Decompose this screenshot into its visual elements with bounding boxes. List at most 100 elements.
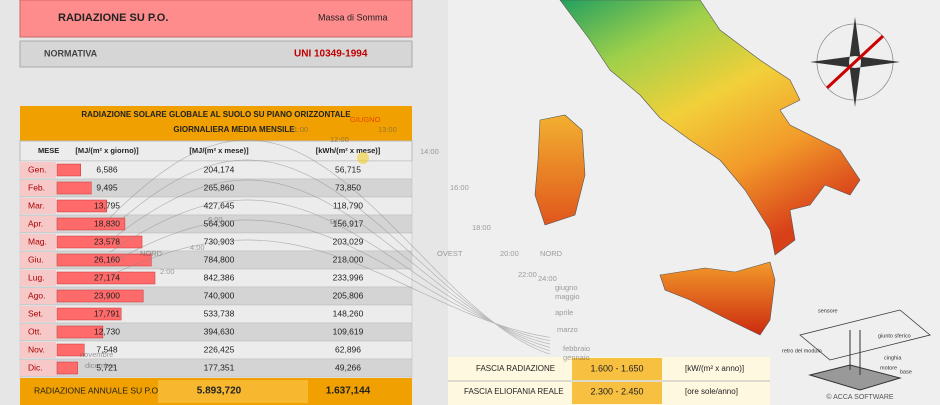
diagram-label: base	[900, 369, 912, 375]
month-cell	[20, 342, 56, 358]
sun-label: novembre	[80, 350, 113, 359]
month-mj: 533,738	[204, 308, 235, 318]
bar	[56, 307, 122, 321]
kwh: 148,260	[333, 308, 364, 318]
rad-cell	[572, 358, 662, 380]
sun-cell	[572, 382, 662, 404]
month: Dic.	[28, 362, 43, 372]
month-cell	[20, 198, 56, 214]
month-cell	[20, 252, 56, 268]
month-cell	[20, 180, 56, 196]
diagram-label: cinghia	[884, 355, 902, 361]
month: Lug.	[28, 272, 45, 282]
day-value: 26,160	[94, 254, 120, 264]
day-value: 12,730	[94, 326, 120, 336]
bar	[56, 289, 144, 303]
sun-curve	[109, 159, 551, 352]
sun-label: FASCIA ELIOFANIA REALE	[464, 387, 564, 396]
total-kwh: 1.637,144	[326, 386, 371, 397]
norm-label: NORMATIVA	[44, 48, 98, 58]
sun	[357, 152, 369, 164]
kwh: 156,917	[333, 218, 364, 228]
kwh: 205,806	[333, 290, 364, 300]
month-mj: 177,351	[204, 362, 235, 372]
month-mj: 265,860	[204, 182, 235, 192]
sun-value: 2.300 - 2.450	[590, 386, 643, 396]
month-mj: 730,903	[204, 236, 235, 246]
sun-label: DIC	[330, 217, 344, 226]
kwh: 203,029	[333, 236, 364, 246]
sun-label: 16:00	[450, 183, 469, 192]
total-cell	[158, 380, 308, 403]
month-cell	[20, 306, 56, 322]
table-title: RADIAZIONE SOLARE GLOBALE AL SUOLO SU PI…	[81, 110, 351, 119]
table-subtitle: GIORNALIERA MEDIA MENSILE	[173, 125, 295, 134]
sun-label: OVEST	[437, 249, 463, 258]
day-value: 7,548	[96, 344, 118, 354]
sun-unit: [ore sole/anno]	[685, 387, 738, 396]
sun-label: dicembre	[85, 361, 116, 370]
day-value: 23,578	[94, 236, 120, 246]
month-mj: 784,800	[204, 254, 235, 264]
bar	[56, 343, 85, 357]
map-peninsula	[559, 0, 861, 256]
bar	[56, 253, 152, 267]
month-cell	[20, 360, 56, 376]
day-value: 23,900	[94, 290, 120, 300]
month: Mar.	[28, 200, 45, 210]
day-value: 17,791	[94, 308, 120, 318]
diagram-label: retro del modulo	[782, 348, 822, 354]
sun-label: 4:00	[190, 243, 205, 252]
tracker-drawing	[799, 309, 931, 391]
copyright: © ACCA SOFTWARE	[826, 393, 893, 401]
kwh: 118,790	[333, 200, 363, 210]
kwh: 233,996	[333, 272, 364, 282]
bar	[56, 163, 82, 177]
rad-unit: [kW/(m² x anno)]	[685, 364, 744, 373]
sun-label: 11:00	[290, 125, 308, 134]
kwh: 56,715	[335, 164, 361, 174]
day-value: 5,721	[96, 362, 118, 372]
table-title-bar	[20, 106, 412, 141]
norm-value: UNI 10349-1994	[294, 49, 368, 60]
month-cell	[20, 288, 56, 304]
month: Ott.	[28, 326, 42, 336]
month-mj: 740,900	[204, 290, 235, 300]
day-value: 18,830	[94, 218, 120, 228]
diagram-label: sensore	[818, 308, 838, 314]
map-sicily	[659, 261, 776, 336]
sun-label: aprile	[555, 308, 573, 317]
month-mj: 226,425	[204, 344, 235, 354]
sun-curve	[109, 139, 551, 355]
norm-bar	[19, 40, 413, 68]
sun-label: 14:00	[420, 147, 439, 156]
month-cell	[20, 234, 56, 250]
column-header: [MJ/(m² x giorno)]	[75, 146, 139, 155]
kwh: 109,619	[333, 326, 364, 336]
day-value: 6,586	[96, 164, 118, 174]
column-header: [MJ/(m² x mese)]	[189, 146, 249, 155]
bar	[56, 325, 104, 339]
kwh: 218,000	[333, 254, 364, 264]
kwh: 49,266	[335, 362, 361, 372]
sun-label: NORD	[140, 249, 163, 258]
rad-label: FASCIA RADIAZIONE	[476, 364, 555, 373]
month: Set.	[28, 308, 43, 318]
day-value: 27,174	[94, 272, 120, 282]
sun-label: 20:00	[500, 249, 519, 258]
month: Mag.	[28, 236, 47, 246]
sun-curve	[109, 179, 551, 348]
sun-label: NORD	[540, 249, 563, 258]
title: RADIAZIONE SU P.O.	[58, 12, 168, 24]
month-mj: 427,645	[204, 200, 235, 210]
month-mj: 394,630	[204, 326, 235, 336]
column-header: [kWh/(m² x mese)]	[316, 146, 381, 155]
sun-label: maggio	[555, 292, 580, 301]
day-value: 13,795	[94, 200, 120, 210]
bar	[56, 217, 126, 231]
sun-label: giugno	[555, 283, 578, 292]
sun-label: marzo	[557, 325, 578, 334]
location: Massa di Somma	[318, 12, 388, 22]
month: Ago.	[28, 290, 46, 300]
